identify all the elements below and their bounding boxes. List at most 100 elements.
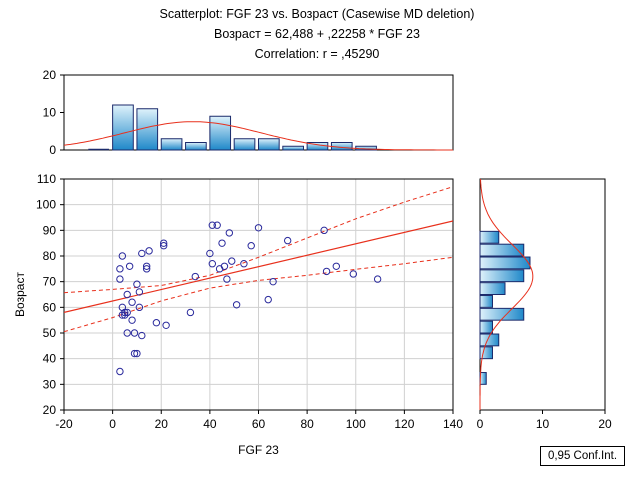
data-point [162,321,170,329]
y-tick-label: 30 [43,377,57,391]
data-point [130,349,139,358]
data-point [208,260,217,268]
x-tick-label: 0 [109,417,116,431]
data-point [138,331,146,340]
data-point [322,267,331,276]
data-point [232,301,241,309]
data-point [254,224,263,232]
data-point [225,229,234,237]
data-point [228,257,236,265]
right-hist-tick-label: 20 [598,417,612,431]
x-tick-label: 80 [300,417,314,431]
data-point [320,226,328,235]
data-point [269,277,277,286]
data-point [118,252,127,260]
x-axis-label: FGF 23 [238,443,279,457]
data-point [133,280,141,288]
right-histogram-bar [479,320,493,334]
right-histogram-bar [479,307,525,321]
data-point [128,298,136,306]
right-histogram-bar [479,269,525,283]
top-hist-tick-label: 10 [43,106,57,120]
y-tick-label: 100 [36,198,56,212]
top-histogram-bar [282,145,304,151]
data-point [116,367,124,376]
right-histogram-bar [479,346,493,360]
data-point [142,265,151,273]
data-point [223,275,231,283]
x-tick-label: 60 [252,417,266,431]
y-tick-label: 110 [37,172,56,186]
data-point [186,308,195,317]
x-tick-label: 40 [203,417,217,431]
x-tick-label: 20 [155,417,169,431]
y-tick-label: 20 [43,403,57,417]
data-point [159,242,168,250]
confidence-lower-line [64,256,453,333]
top-histogram-bar [209,115,232,151]
right-histogram-bar [479,243,525,257]
data-point [264,295,272,304]
data-point [240,260,248,268]
data-point [138,249,146,258]
data-point [332,262,340,270]
data-point [349,270,358,278]
right-normal-curve [479,178,534,410]
data-point [208,221,217,229]
x-tick-label: 140 [443,417,463,431]
top-histogram-bar [160,138,183,151]
top-hist-tick-label: 0 [49,143,56,157]
data-point [125,262,134,270]
data-point [116,275,124,283]
y-tick-label: 70 [43,275,57,289]
data-point [123,329,131,337]
data-point [123,290,131,299]
y-tick-label: 40 [43,352,57,366]
top-histogram-bar [233,138,256,151]
correlation-label: Correlation: r = ,45290 [254,47,380,61]
y-tick-label: 90 [43,223,57,237]
y-tick-label: 60 [43,300,57,314]
x-tick-label: -20 [55,417,73,431]
top-hist-tick-label: 20 [43,68,57,82]
data-point [130,329,139,337]
data-point [121,308,129,317]
data-point [206,249,214,258]
x-tick-label: 120 [394,417,414,431]
data-point [373,275,382,283]
data-point [220,262,229,270]
data-point [247,242,255,250]
regression-equation: Возраст = 62,488 + ,22258 * FGF 23 [214,27,420,41]
right-hist-tick-label: 0 [477,417,484,431]
data-point [218,239,226,247]
data-point [133,349,141,358]
top-histogram-bar [258,138,280,151]
data-point [191,272,199,281]
top-normal-curve [63,121,453,151]
data-point [283,236,292,245]
right-hist-tick-label: 10 [536,417,550,431]
data-point [123,308,131,317]
data-point [152,319,161,327]
data-point [116,265,124,273]
data-point [135,303,144,312]
data-point [213,221,221,229]
y-tick-label: 80 [43,249,57,263]
confidence-interval-label: 0,95 Conf.Int. [540,446,625,466]
y-axis-label: Возраст [13,272,27,317]
data-point [142,262,151,270]
right-histogram-bar [479,333,500,347]
right-histogram-bar [479,256,531,270]
chart-title: Scatterplot: FGF 23 vs. Возраст (Casewis… [159,7,475,21]
x-tick-label: 100 [346,417,366,431]
top-histogram-bar [185,142,207,151]
data-point [159,239,168,247]
data-point [135,288,144,296]
right-histogram-bar [479,295,493,308]
right-histogram-bar [479,282,506,295]
data-point [128,316,136,324]
y-tick-label: 50 [43,326,57,340]
data-point [121,311,129,319]
confidence-upper-line [64,186,453,294]
top-histogram-bar [112,104,134,151]
